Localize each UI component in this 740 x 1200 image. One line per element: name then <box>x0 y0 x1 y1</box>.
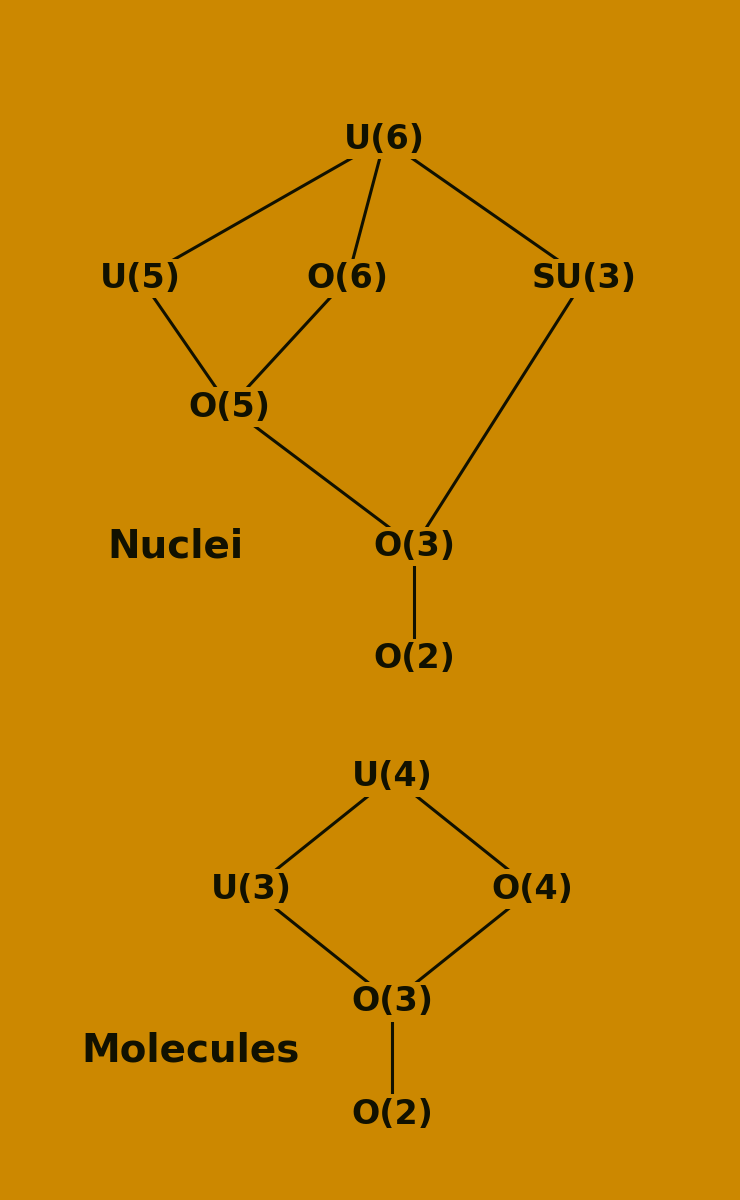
Text: O(2): O(2) <box>374 642 455 676</box>
Text: U(6): U(6) <box>344 122 426 156</box>
Text: U(5): U(5) <box>100 262 181 295</box>
Text: U(3): U(3) <box>211 872 292 906</box>
Text: SU(3): SU(3) <box>532 262 637 295</box>
Text: O(3): O(3) <box>352 985 433 1019</box>
Text: Molecules: Molecules <box>81 1031 300 1069</box>
Text: U(4): U(4) <box>352 761 433 793</box>
Text: Nuclei: Nuclei <box>107 528 243 565</box>
Text: O(2): O(2) <box>352 1098 433 1130</box>
Text: O(3): O(3) <box>374 530 455 563</box>
Text: O(5): O(5) <box>189 391 270 424</box>
Text: O(6): O(6) <box>307 262 388 295</box>
Text: O(4): O(4) <box>492 872 574 906</box>
